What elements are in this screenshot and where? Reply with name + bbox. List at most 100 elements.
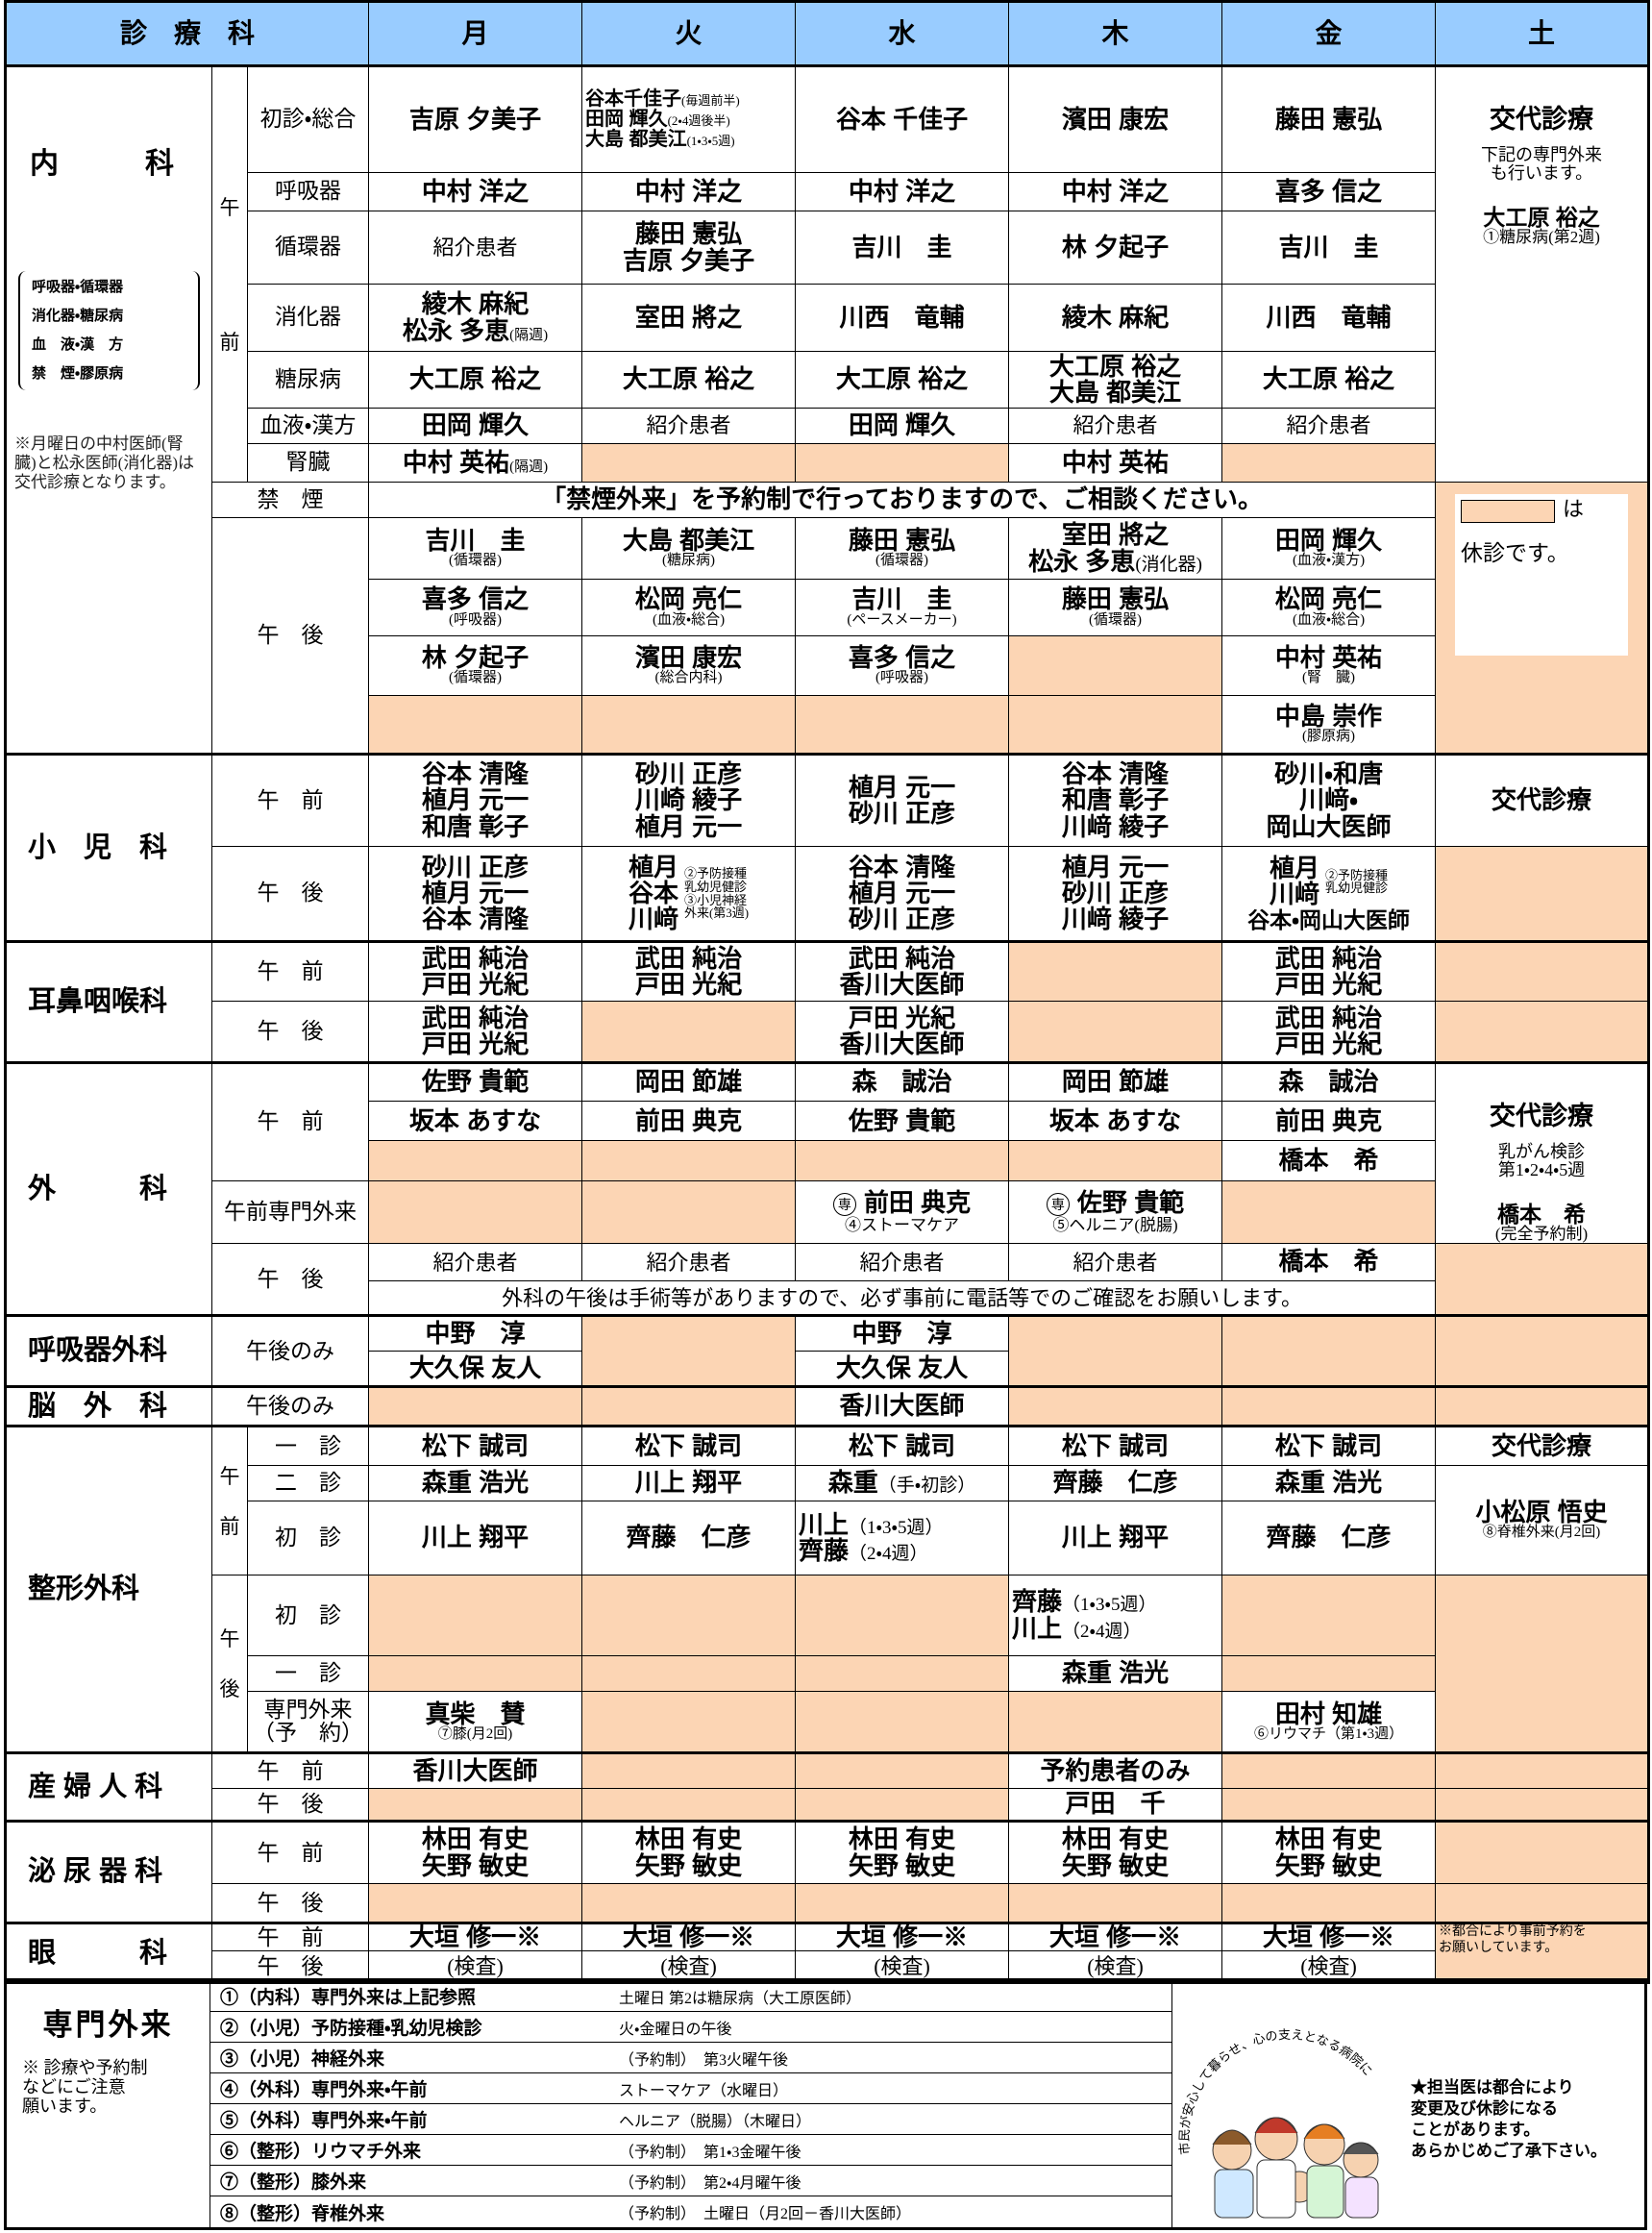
cell: 午 後 xyxy=(210,517,370,755)
cell: 岡田 節雄 xyxy=(1008,1060,1223,1103)
special-list: ①（内科）専門外来は上記参照 土曜日 第2は糖尿病（大工原医師） ②（小児）予防接種… xyxy=(210,1981,1172,2227)
cell: 午 前 xyxy=(210,1820,370,1885)
name: 喜多 信之 xyxy=(421,584,530,614)
row: 循環器 紹介患者 藤田 憲弘 吉原 夕美子 吉川 圭林 夕起子 吉川 圭 xyxy=(6,211,1649,285)
item-detail: （予約制） 第3火曜午後 xyxy=(619,2051,789,2069)
cell: 中村 洋之 xyxy=(581,172,797,211)
closed-cell xyxy=(368,1883,583,1924)
cell: 川西 竜輔 xyxy=(795,284,1010,352)
cell: 喜多 信之 (呼吸器) xyxy=(368,579,583,636)
cell: 岡田 節雄 xyxy=(581,1060,797,1103)
cell: 大垣 修一※ xyxy=(1008,1922,1223,1952)
cell: 午 前 xyxy=(210,1061,370,1181)
schedule-body: 診 療 科月火水木金土内 科呼吸器・循環器 消化器・糖尿病 血 液・漢 方 禁 … xyxy=(4,1,1650,1984)
item-detail: （予約制） 土曜日（月2回－香川大医師） xyxy=(619,2206,912,2222)
cell: 呼吸器外科 xyxy=(5,1314,212,1388)
closed-cell xyxy=(1221,1575,1437,1657)
note: (総合内科) xyxy=(654,670,723,686)
note: ⑦膝(月2回) xyxy=(437,1725,513,1742)
cell: 室田 將之 xyxy=(581,284,797,352)
cell: 綾木 麻紀 松永 多恵(隔週) xyxy=(368,284,583,352)
cell: 森 誠治 xyxy=(1221,1060,1437,1103)
cell: 松下 誠司 xyxy=(795,1425,1010,1467)
item-detail: 土曜日 第2は糖尿病（大工原医師） xyxy=(619,1990,862,2007)
note: (循環器) xyxy=(1089,611,1143,628)
row: 午 後砂川 正彦 植月 元一 谷本 清隆 植月 谷本 川﨑②予防接種 乳幼児健診 … xyxy=(6,846,1650,942)
closed-cell xyxy=(795,1691,1010,1754)
closed-cell xyxy=(795,443,1010,483)
specialties: 呼吸器・循環器 消化器・糖尿病 血 液・漢 方 禁 煙・膠原病 xyxy=(18,270,200,390)
cell: 紹介患者 xyxy=(1008,1243,1223,1282)
cell: 藤田 憲弘 (循環器) xyxy=(795,517,1010,580)
special-item: ⑤（外科）専門外来・午前 ヘルニア（脱腸）（木曜日） xyxy=(210,2104,1171,2135)
cell: 藤田 憲弘 xyxy=(1221,64,1437,173)
cell: 齊藤 仁彦 xyxy=(581,1501,797,1576)
note: （予 約） xyxy=(253,1721,364,1746)
name: 吉川 圭 xyxy=(851,584,952,614)
special-heading: 専門外来 ※ 診療や予約制 などにご注意 願います。 xyxy=(7,1981,210,2227)
cell: 佐野 貴範 xyxy=(795,1101,1010,1142)
cell: 交代診療 xyxy=(1435,1425,1650,1467)
note: ⑥リウマチ（第1・3週） xyxy=(1253,1725,1404,1742)
cell: 「禁煙外来」を予約制で行っておりますので、ご相談ください。 xyxy=(368,482,1437,518)
item-detail: 火・金曜日の午後 xyxy=(619,2021,732,2038)
row: 中島 崇作 (膠原病) xyxy=(6,695,1649,755)
note: (呼吸器) xyxy=(449,611,503,628)
cell: 濱田 康宏 xyxy=(1008,64,1223,173)
closed-cell xyxy=(1221,1883,1437,1924)
closed-cell xyxy=(1008,635,1223,696)
closed-cell xyxy=(368,1140,583,1181)
row: 血液・漢方 田岡 輝久 紹介患者 田岡 輝久 紹介患者 紹介患者 xyxy=(6,408,1649,444)
closed-cell xyxy=(795,1788,1010,1823)
note: (隔週) xyxy=(509,327,549,343)
cell: 金 xyxy=(1221,1,1437,67)
closed-cell xyxy=(1008,1314,1223,1388)
cell: 産 婦 人 科 xyxy=(5,1751,212,1823)
cell: 紹介患者 xyxy=(368,211,583,285)
cell: 喜多 信之 (呼吸器) xyxy=(795,635,1010,696)
cell: 林田 有史 矢野 敏史 xyxy=(1221,1820,1437,1885)
cell: 午 前 xyxy=(210,1922,370,1952)
closed-cell xyxy=(1435,1788,1650,1823)
cell: 耳鼻咽喉科 xyxy=(5,940,212,1063)
name: 中村 英祐 xyxy=(1274,642,1383,672)
note: （1・3・5週） xyxy=(849,1517,944,1538)
row: 午後初 診 齊藤（1・3・5週） 川上（2・4週） xyxy=(6,1575,1650,1754)
row: 午 後 (検査) (検査) (検査) (検査) (検査) xyxy=(6,1950,1649,1984)
cell: 前田 典克 xyxy=(1221,1101,1437,1142)
row: 一 診 森重 浩光 xyxy=(6,1655,1649,1693)
row: 午 後武田 純治 戸田 光紀 戸田 光紀 香川大医師 武田 純治 戸田 光紀 xyxy=(6,1001,1650,1063)
note: (循環器) xyxy=(449,670,503,686)
row: 午 後紹介患者 紹介患者 紹介患者 紹介患者 橋本 希 xyxy=(6,1243,1650,1317)
cell: 午 前 xyxy=(210,940,370,1002)
cell: 武田 純治 戸田 光紀 xyxy=(1221,940,1437,1002)
closed-cell xyxy=(581,695,797,755)
cell: 木 xyxy=(1008,1,1223,67)
cell: 田岡 輝久 (血液・漢方) xyxy=(1221,517,1437,580)
cell: 齊藤 仁彦 xyxy=(1221,1501,1437,1576)
closed-cell xyxy=(1435,1820,1650,1885)
cell: (検査) xyxy=(368,1950,583,1984)
cell: 川上 翔平 xyxy=(368,1501,583,1576)
cell: 武田 純治 戸田 光紀 xyxy=(1221,1001,1437,1063)
cell: 松岡 亮仁 (血液・総合) xyxy=(581,579,797,636)
name: 濱田 康宏 xyxy=(634,642,743,672)
name: 谷本千佳子 xyxy=(585,88,682,110)
cell: 大工原 裕之 xyxy=(1221,351,1437,409)
special-item: ②（小児）予防接種・乳幼児検診 火・金曜日の午後 xyxy=(210,2012,1171,2043)
cell: 紹介患者 xyxy=(581,408,797,444)
closed-cell xyxy=(795,1655,1010,1693)
cell: 午 前 xyxy=(210,1751,370,1790)
closed-cell xyxy=(1435,1385,1650,1427)
cell: 土 xyxy=(1435,1,1650,67)
item-detail: （予約制） 第1・3金曜午後 xyxy=(619,2144,801,2161)
cell: 大垣 修一※ xyxy=(795,1922,1010,1952)
row: 産 婦 人 科午 前香川大医師 予約患者のみ xyxy=(5,1751,1650,1823)
cell: 専前田 典克 ④ストーマケア xyxy=(795,1179,1010,1245)
note: (隔週) xyxy=(509,459,549,475)
cell: 戸田 千 xyxy=(1008,1788,1223,1823)
cell: 坂本 あすな xyxy=(368,1101,583,1142)
cell: 戸田 光紀 香川大医師 xyxy=(795,1001,1010,1063)
cell: 中村 洋之 xyxy=(1008,172,1223,211)
line: 谷本千佳子(毎週前半) xyxy=(585,89,792,110)
